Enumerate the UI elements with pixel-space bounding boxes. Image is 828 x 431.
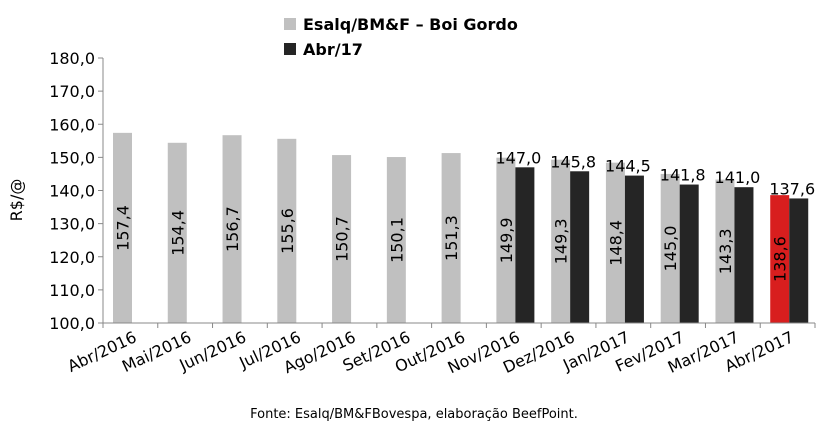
bar-boi-gordo (332, 155, 352, 323)
bar-boi-gordo (496, 157, 516, 323)
bar-abr17 (734, 187, 754, 323)
bar-boi-gordo (441, 153, 461, 323)
bar-value-label: 150,7 (333, 216, 352, 262)
bar-abr17-value-label: 147,0 (495, 148, 541, 167)
bar-value-label: 143,3 (716, 228, 735, 274)
legend-swatch-abr17 (284, 43, 296, 55)
bar-value-label: 148,4 (606, 220, 625, 266)
bar-boi-gordo (605, 162, 625, 323)
bar-value-label: 145,0 (661, 226, 680, 272)
bar-abr17 (570, 171, 590, 323)
y-tick-label: 110,0 (49, 281, 95, 300)
legend-swatch-boi-gordo (284, 18, 296, 30)
legend: Esalq/BM&F – Boi Gordo Abr/17 (284, 15, 518, 59)
bar-value-label: 154,4 (168, 210, 187, 256)
bars: 157,4 154,4 156,7 155,6 150,7 150,1 151,3 149,9… (113, 132, 815, 323)
bar-abr17-value-label: 137,6 (769, 179, 815, 198)
y-tick-label: 140,0 (49, 182, 95, 201)
bar-value-label: 138,6 (771, 236, 790, 282)
axes (102, 58, 815, 324)
bar-value-label: 149,9 (497, 217, 516, 263)
bar-boi-gordo (222, 135, 242, 323)
bar-abr17-value-label: 144,5 (605, 157, 651, 176)
bar-boi-gordo (551, 159, 571, 323)
bar-boi-gordo (660, 173, 680, 323)
bar-abr17 (789, 198, 809, 323)
bar-value-label: 151,3 (442, 215, 461, 261)
bar-value-label: 155,6 (278, 208, 297, 254)
bar-value-label: 150,1 (387, 217, 406, 263)
bar-value-label: 156,7 (223, 206, 242, 252)
y-tick-label: 130,0 (49, 215, 95, 234)
bar-abr17-value-label: 141,0 (715, 168, 761, 187)
legend-label-abr17: Abr/17 (303, 40, 363, 59)
bar-abr17 (679, 184, 699, 323)
legend-label-boi-gordo: Esalq/BM&F – Boi Gordo (303, 15, 518, 34)
bar-boi-gordo (277, 138, 297, 323)
bar-abr17 (624, 175, 644, 323)
y-tick-label: 120,0 (49, 248, 95, 267)
bar-boi-gordo (386, 157, 406, 323)
bar-boi-gordo (167, 142, 187, 323)
bar-value-label: 157,4 (114, 205, 133, 251)
bar-abr17-value-label: 145,8 (550, 152, 596, 171)
x-axis-ticks: Abr/2016Mai/2016Jun/2016Jul/2016Ago/2016… (65, 323, 816, 377)
bar-boi-gordo (715, 179, 735, 323)
bar-abr17 (515, 167, 535, 323)
bar-boi-gordo (770, 195, 790, 323)
y-axis-ticks: 100,0 110,0 120,0 130,0 140,0 150,0 160,0 170,0… (49, 49, 103, 333)
y-tick-label: 150,0 (49, 148, 95, 167)
bar-abr17-value-label: 141,8 (660, 166, 706, 185)
bar-boi-gordo (113, 132, 132, 323)
y-axis-label: R$/@ (7, 179, 26, 222)
y-tick-label: 100,0 (49, 314, 95, 333)
y-tick-label: 180,0 (49, 49, 95, 68)
bar-value-label: 149,3 (552, 218, 571, 264)
y-tick-label: 170,0 (49, 82, 95, 101)
y-tick-label: 160,0 (49, 115, 95, 134)
source-note: Fonte: Esalq/BM&FBovespa, elaboração Bee… (250, 407, 578, 422)
